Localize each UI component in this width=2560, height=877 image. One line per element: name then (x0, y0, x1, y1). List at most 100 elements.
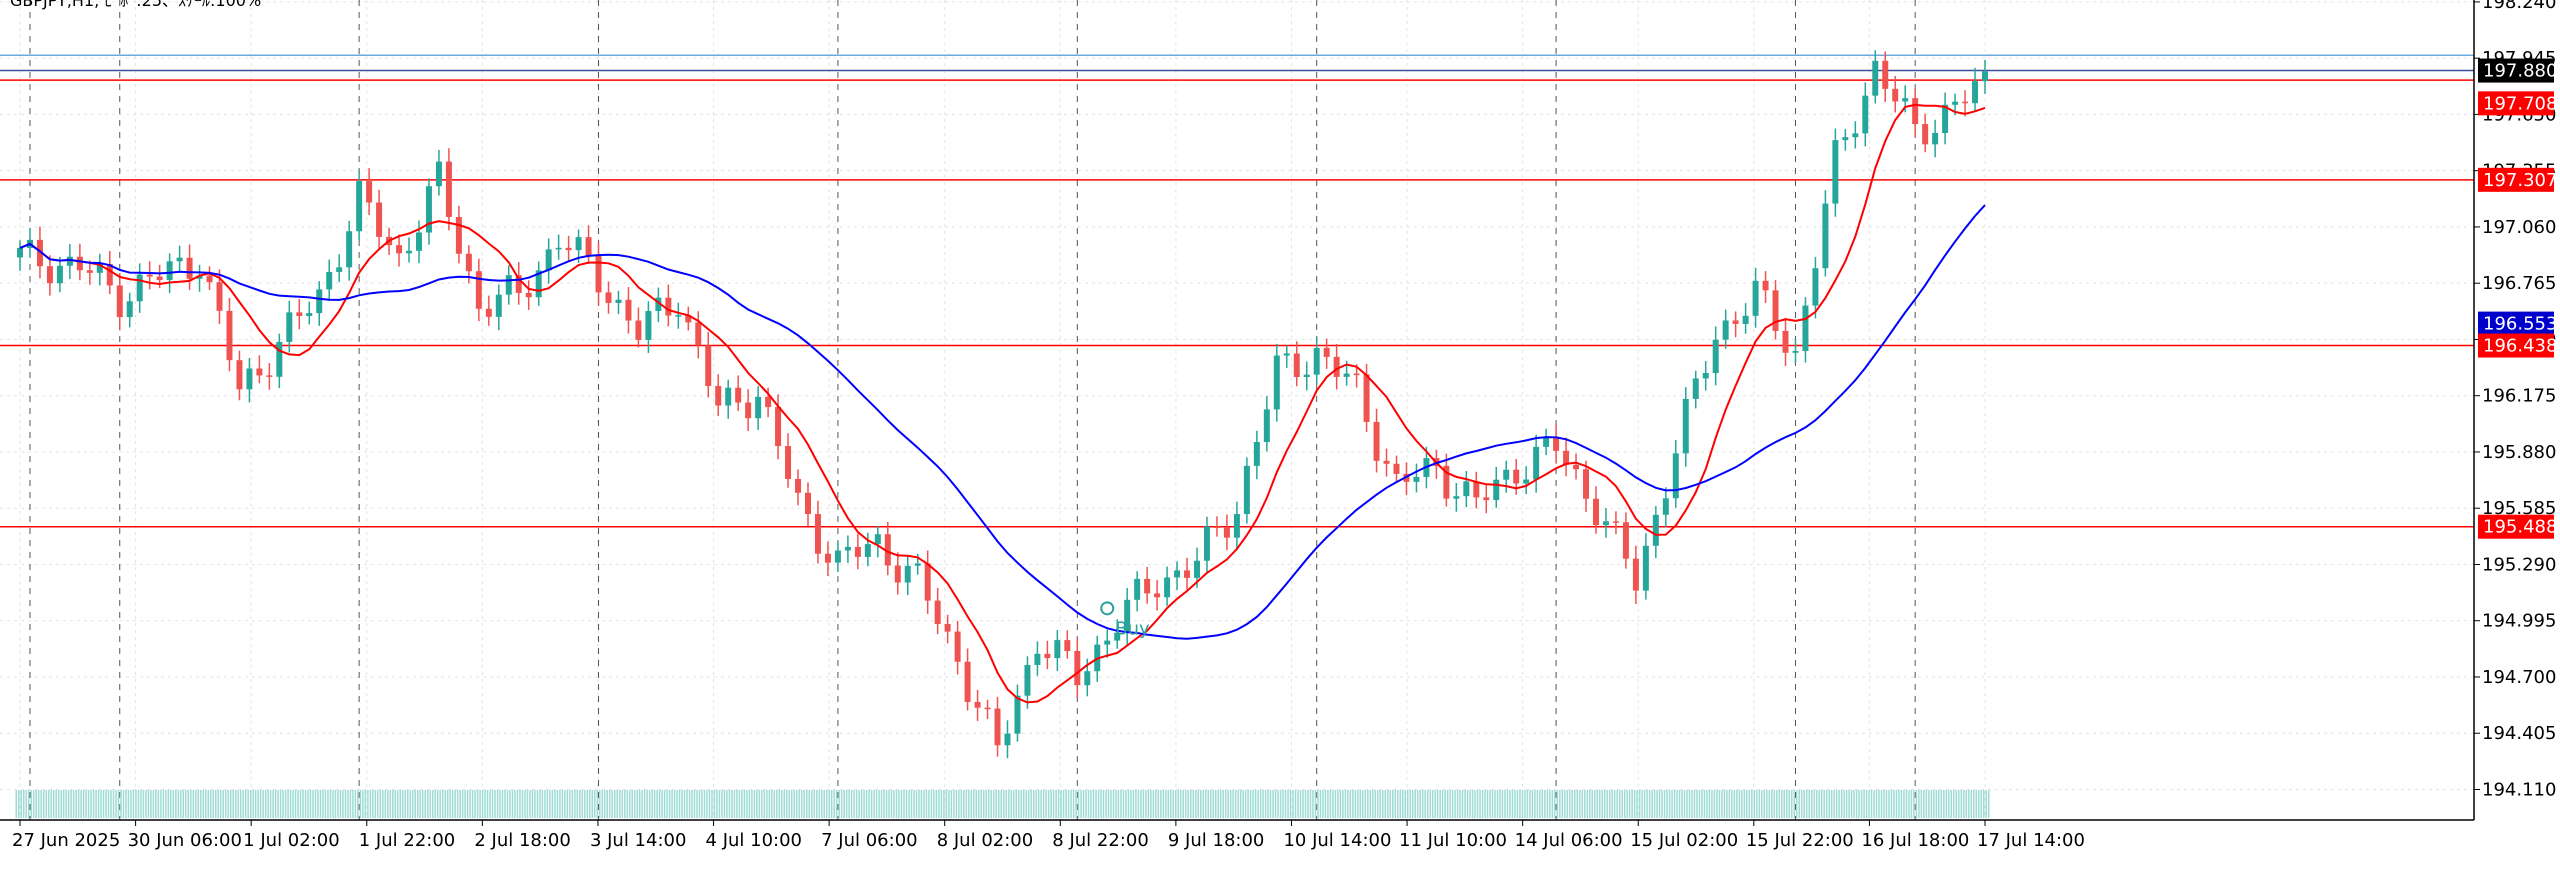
candle-body (745, 402, 752, 419)
candle-body (725, 387, 732, 406)
candle-body (884, 534, 891, 566)
candle-body (755, 396, 762, 419)
candle-body (246, 368, 253, 390)
candle-body (406, 250, 413, 254)
candle-body (1383, 460, 1390, 464)
candle-body (1832, 140, 1839, 204)
price-axis[interactable]: 198.240197.945197.650197.355197.060196.7… (2474, 0, 2556, 800)
x-tick-label: 7 Jul 06:00 (821, 830, 918, 851)
candle-body (695, 322, 702, 346)
x-tick-label: 8 Jul 22:00 (1052, 830, 1149, 851)
candle-body (1922, 124, 1929, 145)
chart-header: GBPJPY,H1, ﾋﾟﾎﾞ:25、ｽｹｰﾙ:100% (10, 0, 261, 10)
y-tick-label: 196.175 (2482, 386, 2556, 407)
candle-body (1493, 479, 1500, 501)
candle-body (186, 257, 193, 279)
x-tick-label: 8 Jul 02:00 (937, 830, 1033, 851)
x-tick-label: 3 Jul 14:00 (590, 830, 687, 851)
time-axis[interactable]: 27 Jun 2025 30 Jun 06:00 1 Jul 02:00 1 Jul … (12, 820, 2085, 851)
candle-body (1792, 351, 1799, 353)
candle-body (1752, 280, 1759, 316)
candle-body (615, 299, 622, 303)
candle-body (1932, 132, 1939, 145)
buy-marker (1100, 601, 1115, 616)
candle-body (495, 294, 502, 317)
candle-body (854, 546, 861, 557)
candle-body (775, 407, 782, 447)
candle-body (1473, 481, 1480, 498)
candle-body (146, 274, 153, 277)
candle-body (216, 282, 223, 311)
candle-body (1134, 578, 1141, 600)
candle-body (1044, 653, 1051, 658)
candle-body (256, 368, 263, 376)
candle-body (1184, 570, 1191, 578)
candle-body (1712, 339, 1719, 373)
candle-body (1323, 347, 1330, 357)
candle-body (1174, 570, 1181, 578)
y-tick-label: 195.290 (2482, 554, 2556, 575)
chart-grid (0, 0, 2474, 820)
candle-body (425, 186, 432, 233)
candle-body (844, 546, 851, 551)
candle-body (545, 249, 552, 271)
candle-body (366, 181, 373, 203)
candle-body (1154, 593, 1161, 598)
candle-body (226, 310, 233, 361)
price-tag (2478, 311, 2554, 336)
candle-body (1513, 469, 1520, 484)
candle-body (645, 310, 652, 340)
candle-body (675, 315, 682, 317)
candle-body (1104, 640, 1111, 645)
price-tag-label: 196.438 (2483, 336, 2557, 357)
x-tick-label: 15 Jul 02:00 (1630, 830, 1738, 851)
volume-bars (15, 790, 1990, 818)
candle-body (96, 264, 103, 273)
candle-body (1443, 465, 1450, 499)
y-tick-label: 194.995 (2482, 611, 2556, 632)
candle-body (1962, 101, 1969, 104)
candle-body (66, 256, 73, 266)
candle-body (575, 237, 582, 251)
price-tag (2478, 58, 2554, 83)
candle-body (824, 553, 831, 563)
candle-body (904, 565, 911, 583)
price-tag-label: 197.708 (2483, 93, 2557, 114)
candle-body (1632, 558, 1639, 591)
candle-body (1872, 60, 1879, 96)
candle-body (1642, 545, 1649, 591)
candle-body (1692, 378, 1699, 399)
candle-body (1612, 521, 1619, 523)
candle-body (585, 237, 592, 256)
candle-body (805, 492, 811, 515)
candle-body (136, 274, 143, 302)
x-tick-label: 2 Jul 18:00 (474, 830, 570, 851)
candle-body (1553, 436, 1560, 451)
candle-body (266, 375, 273, 377)
candle-body (974, 701, 981, 708)
candle-body (1742, 315, 1749, 324)
candle-body (505, 275, 512, 295)
candle-body (1114, 632, 1121, 641)
price-tag-label: 197.880 (2483, 61, 2557, 82)
horizontal-levels (0, 54, 2474, 528)
candle-body (555, 247, 562, 250)
candle-body (445, 161, 452, 217)
candle-body (525, 292, 532, 298)
candle-body (1652, 514, 1659, 546)
candle-body (1892, 88, 1899, 102)
candle-body (1024, 664, 1031, 696)
y-tick-label: 197.060 (2482, 217, 2556, 238)
candle-body (984, 707, 991, 710)
price-tag (2478, 167, 2554, 192)
candle-body (914, 563, 921, 566)
candle-body (1563, 450, 1570, 465)
candle-body (1982, 71, 1988, 82)
candle-body (1353, 373, 1360, 376)
candle-body (864, 544, 871, 557)
candle-body (1592, 498, 1599, 526)
candle-body (934, 600, 941, 624)
candle-body (1702, 372, 1709, 379)
candle-body (376, 202, 383, 237)
